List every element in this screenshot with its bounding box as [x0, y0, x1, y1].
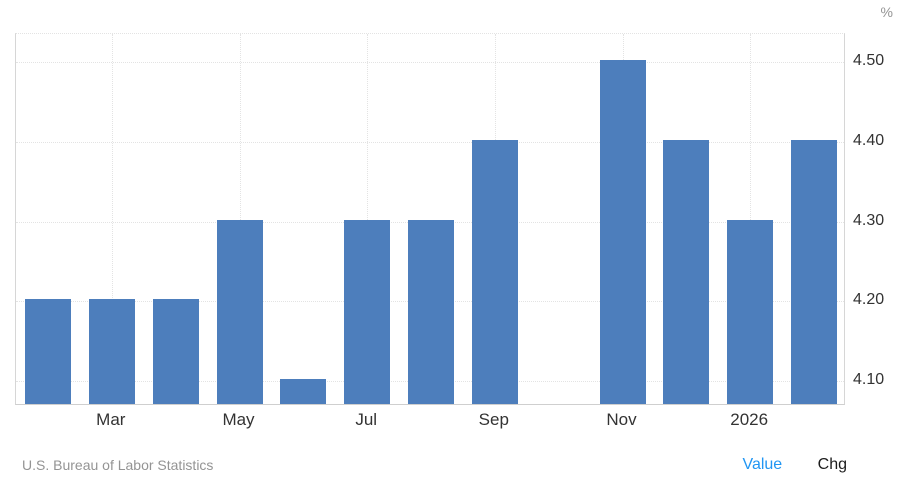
y-tick-label: 4.20: [853, 291, 885, 309]
gridline-horizontal: [16, 141, 844, 143]
bar-aug-2025[interactable]: [408, 219, 454, 404]
gridline-horizontal: [16, 61, 844, 63]
y-tick-label: 4.50: [853, 51, 885, 69]
bar-mar-2025[interactable]: [88, 299, 135, 404]
bar-jun-2025[interactable]: [280, 379, 327, 404]
bar-jul-2025[interactable]: [344, 219, 391, 404]
y-tick-label: 4.40: [853, 131, 885, 149]
x-tick-label: May: [222, 410, 255, 429]
x-tick-label: Nov: [606, 410, 637, 429]
gridline-vertical: [111, 34, 113, 404]
bar-jan-2026[interactable]: [727, 219, 774, 404]
source-attribution: U.S. Bureau of Labor Statistics: [22, 457, 214, 473]
tab-chg[interactable]: Chg: [817, 456, 847, 473]
bar-apr-2025[interactable]: [152, 299, 199, 404]
tab-value[interactable]: Value: [742, 456, 783, 473]
y-tick-label: 4.30: [853, 211, 885, 229]
bar-may-2025[interactable]: [216, 219, 263, 404]
bar-feb-2026[interactable]: [791, 139, 838, 404]
chart-footer: U.S. Bureau of Labor Statistics Value Ch…: [0, 452, 902, 478]
x-tick-label: Mar: [96, 410, 126, 429]
bar-feb-2025[interactable]: [24, 299, 71, 404]
bar-nov-2025[interactable]: [599, 59, 646, 404]
gridline-vertical: [367, 34, 369, 404]
footer-tabs: Value Chg: [742, 456, 847, 474]
x-tick-label: Jul: [355, 410, 378, 429]
x-tick-label: 2026: [730, 410, 769, 429]
bar-sep-2025[interactable]: [471, 139, 518, 404]
x-tick-label: Sep: [478, 410, 509, 429]
bar-dec-2025[interactable]: [663, 139, 710, 404]
y-tick-label: 4.10: [853, 371, 885, 389]
y-axis-unit-label: %: [880, 4, 893, 20]
plot-area: [15, 33, 845, 405]
gridline-vertical: [750, 34, 752, 404]
gridline-vertical: [239, 34, 241, 404]
